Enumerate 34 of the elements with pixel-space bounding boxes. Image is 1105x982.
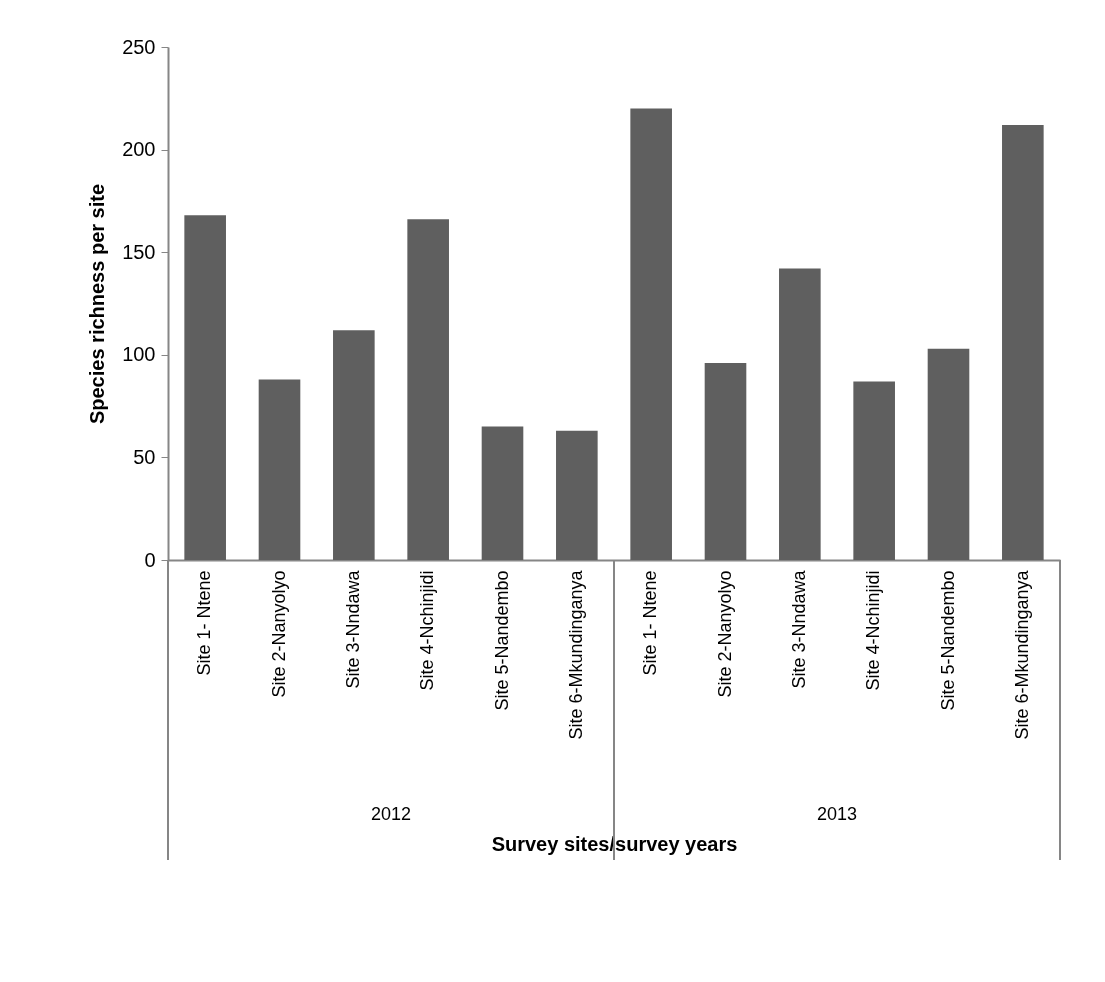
x-tick-label: Site 5-Nandembo xyxy=(491,570,512,711)
bar xyxy=(927,348,970,560)
y-tick-label: 100 xyxy=(122,343,156,366)
x-tick-label: Site 5-Nandembo xyxy=(937,570,958,711)
x-tick-label: Site 3-Nndawa xyxy=(788,569,809,689)
y-tick-label: 250 xyxy=(122,35,156,58)
x-tick-label: Site 2-Nanyolyo xyxy=(268,570,289,698)
x-tick-label: Site 4-Nchinjidi xyxy=(417,570,438,691)
x-tick-label: Site 6-Mkundinganya xyxy=(1011,569,1032,740)
x-tick-label: Site 1- Ntene xyxy=(194,570,215,676)
bar xyxy=(853,381,895,560)
text: 2013 xyxy=(816,804,858,824)
x-tick-label: Site 4-Nchinjidi xyxy=(863,570,884,691)
x-tick-label: Site 2-Nanyolyo xyxy=(714,570,735,698)
bar xyxy=(333,330,375,560)
bar xyxy=(630,108,672,560)
y-axis-title: Species richness per site xyxy=(86,183,109,425)
y-tick-label: 200 xyxy=(122,138,156,161)
bar xyxy=(481,426,524,560)
bar xyxy=(556,430,598,560)
y-tick-label: 50 xyxy=(133,445,156,468)
x-tick-label: Site 6-Mkundinganya xyxy=(565,569,586,740)
text: 2012 xyxy=(370,804,412,824)
bar xyxy=(258,379,301,560)
x-axis-title: Survey sites/survey years xyxy=(491,832,738,855)
bar xyxy=(407,219,449,560)
x-tick-label: Site 3-Nndawa xyxy=(342,569,363,689)
bar xyxy=(184,215,226,560)
bar xyxy=(779,268,821,560)
y-tick-label: 150 xyxy=(122,240,156,263)
bar xyxy=(704,363,747,560)
x-tick-label: Site 1- Ntene xyxy=(640,570,661,676)
y-tick-label: 0 xyxy=(144,548,156,571)
bar xyxy=(1002,124,1044,560)
